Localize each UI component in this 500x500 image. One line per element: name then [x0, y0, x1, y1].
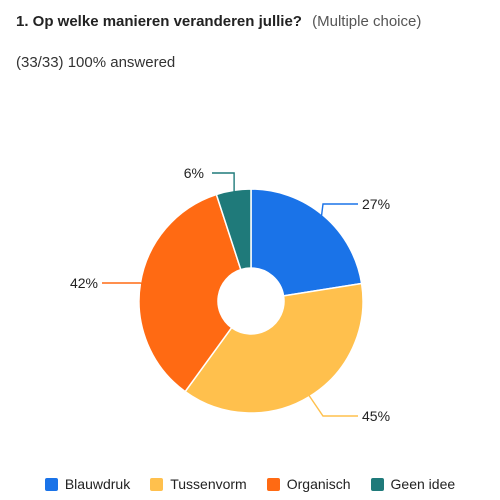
leader-line-tussenvorm	[306, 392, 358, 417]
leader-line-geen-idee	[212, 172, 235, 197]
question-title: 1. Op welke manieren veranderen jullie?	[16, 13, 302, 30]
slice-geen-idee	[215, 188, 252, 271]
data-label-blauwdruk: 27%	[362, 196, 390, 212]
legend-swatch	[370, 477, 384, 491]
leader-line-organisch	[102, 282, 145, 285]
data-label-organisch: 42%	[70, 275, 98, 291]
legend-item-blauwdruk: Blauwdruk	[44, 476, 131, 492]
question-type: (Multiple choice)	[312, 13, 422, 30]
legend-label: Blauwdruk	[64, 476, 131, 492]
leader-line-blauwdruk	[320, 203, 358, 219]
slice-organisch	[138, 193, 242, 393]
slice-blauwdruk	[250, 188, 363, 297]
legend-item-tussenvorm: Tussenvorm	[150, 476, 247, 492]
legend-item-geen-idee: Geen idee	[370, 476, 456, 492]
data-label-tussenvorm: 45%	[362, 408, 390, 424]
legend-swatch	[266, 477, 280, 491]
legend-label: Geen idee	[390, 476, 456, 492]
legend-label: Organisch	[286, 476, 351, 492]
chart-legend: Blauwdruk Tussenvorm Organisch Geen idee	[0, 476, 500, 492]
legend-swatch	[150, 477, 164, 491]
answered-count: (33/33) 100% answered	[16, 54, 176, 71]
legend-label: Tussenvorm	[170, 476, 247, 492]
legend-item-organisch: Organisch	[266, 476, 351, 492]
slice-tussenvorm	[184, 282, 364, 414]
data-label-geen-idee: 6%	[184, 165, 204, 181]
question-header: 1. Op welke manieren veranderen jullie? …	[16, 13, 421, 30]
legend-swatch	[44, 477, 58, 491]
